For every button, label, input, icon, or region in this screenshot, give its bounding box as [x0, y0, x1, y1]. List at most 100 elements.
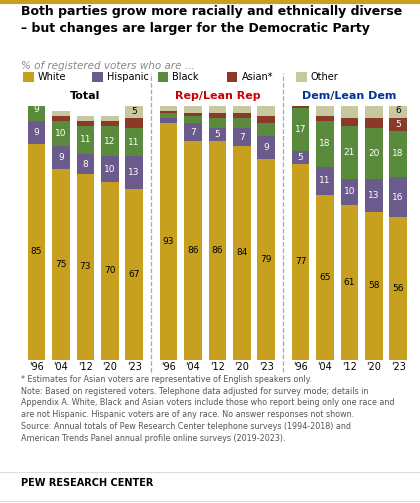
Text: 10: 10: [344, 188, 355, 197]
Bar: [101, 126, 118, 156]
Bar: [184, 141, 202, 360]
Text: Black: Black: [172, 72, 199, 82]
Bar: [292, 101, 310, 106]
Bar: [257, 136, 275, 159]
Bar: [365, 118, 383, 128]
Bar: [292, 164, 310, 360]
Bar: [125, 128, 143, 156]
Bar: [341, 106, 358, 118]
Text: 18: 18: [319, 139, 331, 148]
Text: 5: 5: [395, 120, 401, 129]
Text: 6: 6: [395, 106, 401, 115]
Bar: [292, 108, 310, 151]
Text: 13: 13: [129, 169, 140, 178]
Bar: [52, 169, 70, 360]
Bar: [316, 116, 334, 121]
Text: 86: 86: [212, 246, 223, 255]
Text: 18: 18: [392, 149, 404, 158]
Text: 85: 85: [31, 247, 42, 256]
Bar: [257, 116, 275, 123]
Text: 11: 11: [79, 135, 91, 144]
Text: PEW RESEARCH CENTER: PEW RESEARCH CENTER: [21, 478, 153, 488]
Bar: [101, 182, 118, 360]
Text: 8: 8: [82, 159, 88, 169]
Text: 56: 56: [392, 284, 404, 293]
Bar: [28, 98, 45, 121]
Title: Rep/Lean Rep: Rep/Lean Rep: [175, 91, 260, 101]
Text: 9: 9: [34, 128, 39, 137]
Bar: [52, 116, 70, 121]
Text: White: White: [38, 72, 66, 82]
Bar: [76, 174, 94, 360]
Text: 10: 10: [55, 129, 67, 138]
Text: 93: 93: [163, 237, 174, 246]
Text: 7: 7: [190, 128, 196, 137]
Bar: [365, 212, 383, 360]
Text: 73: 73: [79, 263, 91, 272]
Text: 7: 7: [239, 133, 244, 142]
Bar: [389, 217, 407, 360]
Text: Both parties grow more racially and ethnically diverse
– but changes are larger : Both parties grow more racially and ethn…: [21, 5, 402, 35]
Bar: [365, 106, 383, 118]
Bar: [233, 113, 251, 118]
Text: Hispanic: Hispanic: [107, 72, 149, 82]
Bar: [184, 116, 202, 123]
Text: 11: 11: [129, 138, 140, 147]
Bar: [52, 121, 70, 146]
Bar: [28, 96, 45, 98]
Bar: [316, 195, 334, 360]
Bar: [125, 190, 143, 360]
Bar: [233, 128, 251, 146]
Title: Dem/Lean Dem: Dem/Lean Dem: [302, 91, 396, 101]
Bar: [52, 111, 70, 116]
Text: 86: 86: [187, 246, 199, 255]
Bar: [257, 106, 275, 116]
Bar: [209, 128, 226, 141]
Bar: [125, 156, 143, 190]
Bar: [160, 123, 177, 360]
Bar: [341, 126, 358, 179]
Text: 13: 13: [368, 191, 380, 200]
Text: 9: 9: [34, 105, 39, 114]
Text: 79: 79: [260, 255, 272, 264]
Bar: [76, 116, 94, 121]
Bar: [28, 121, 45, 144]
Bar: [160, 113, 177, 118]
Bar: [341, 205, 358, 360]
Text: Asian*: Asian*: [241, 72, 273, 82]
Title: Total: Total: [70, 91, 100, 101]
Text: 5: 5: [215, 130, 220, 139]
Bar: [125, 106, 143, 118]
Text: % of registered voters who are ...: % of registered voters who are ...: [21, 61, 194, 71]
Text: 65: 65: [319, 273, 331, 282]
Bar: [389, 177, 407, 217]
Bar: [28, 144, 45, 360]
Text: Other: Other: [311, 72, 339, 82]
Bar: [257, 159, 275, 360]
Bar: [389, 131, 407, 177]
Bar: [341, 179, 358, 205]
Text: 5: 5: [298, 153, 303, 162]
Text: * Estimates for Asian voters are representative of English speakers only.
Note: : * Estimates for Asian voters are represe…: [21, 375, 394, 443]
Text: 10: 10: [104, 164, 116, 174]
Text: 61: 61: [344, 278, 355, 287]
Bar: [292, 106, 310, 108]
Bar: [160, 118, 177, 123]
Bar: [316, 121, 334, 166]
Bar: [76, 121, 94, 126]
Text: 67: 67: [129, 270, 140, 279]
Bar: [341, 118, 358, 126]
Bar: [184, 106, 202, 113]
Text: 16: 16: [392, 193, 404, 202]
Bar: [125, 118, 143, 128]
Bar: [160, 106, 177, 111]
Bar: [365, 179, 383, 212]
Text: 11: 11: [319, 176, 331, 185]
Text: 9: 9: [263, 143, 269, 152]
Bar: [316, 106, 334, 116]
Bar: [316, 166, 334, 195]
Text: 75: 75: [55, 260, 67, 269]
Bar: [76, 126, 94, 154]
Bar: [209, 118, 226, 128]
Text: 9: 9: [58, 153, 64, 162]
